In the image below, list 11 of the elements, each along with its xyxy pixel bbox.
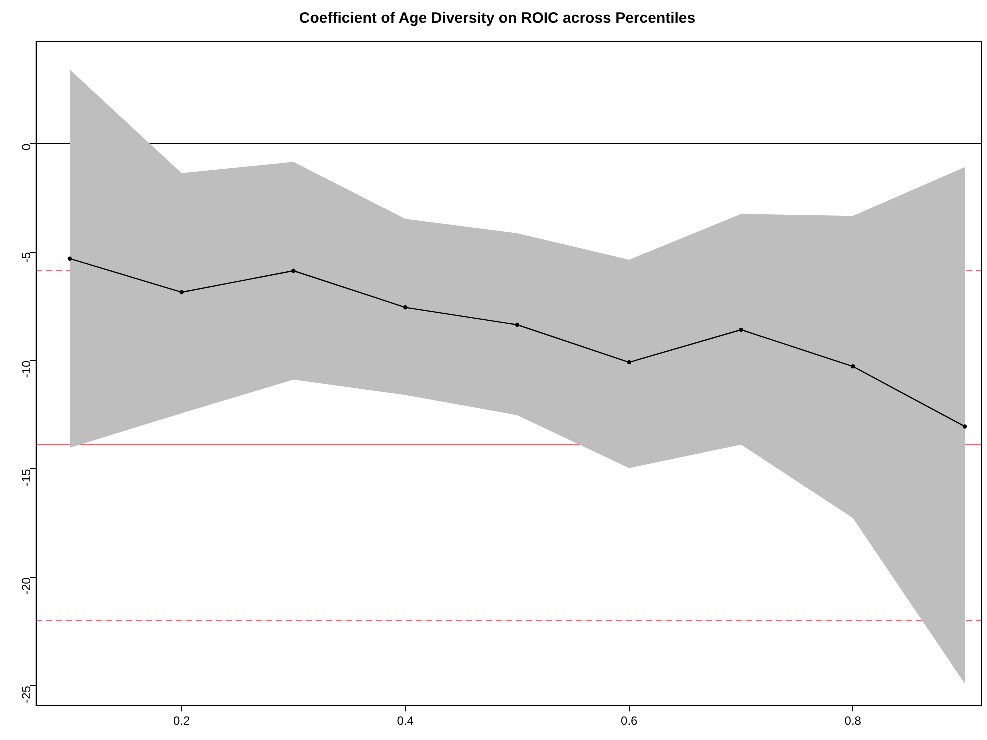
x-tick-label: 0.2 [174, 714, 191, 728]
y-tick-label: -20 [20, 577, 34, 595]
y-tick-label: 0 [20, 144, 34, 151]
y-tick-label: -15 [20, 468, 34, 487]
x-tick-label: 0.8 [844, 714, 862, 728]
x-tick-label: 0.6 [621, 714, 638, 728]
chart-title: Coefficient of Age Diversity on ROIC across Percentiles [299, 10, 696, 28]
y-tick-label: -10 [20, 360, 34, 378]
y-tick-label: -5 [20, 252, 34, 264]
y-tick-label: -25 [20, 686, 34, 704]
x-tick-label: 0.4 [397, 714, 414, 728]
